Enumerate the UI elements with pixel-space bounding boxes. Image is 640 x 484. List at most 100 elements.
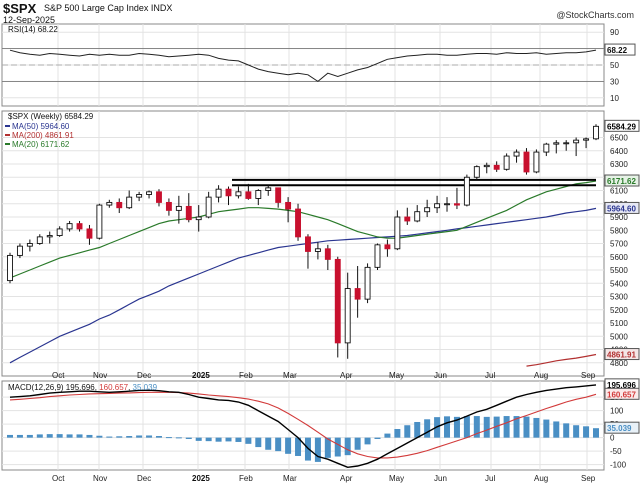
candle-body	[553, 142, 560, 145]
chart-date: 12-Sep-2025	[3, 15, 56, 25]
price-tick-label: 6400	[610, 147, 628, 156]
close-value-label: 6584.29	[607, 122, 636, 131]
macd-histogram-bar	[225, 437, 232, 442]
candle-body	[444, 203, 450, 206]
price-x-label: Sep	[581, 371, 596, 380]
candle-body	[66, 223, 73, 230]
candle-body	[165, 201, 172, 211]
price-title: $SPX (Weekly) 6584.29	[8, 112, 94, 121]
macd-tick-label: 100	[610, 407, 624, 416]
macd-value-label: 160.657	[607, 390, 636, 399]
candle-body	[146, 191, 153, 195]
macd-histogram-bar	[473, 416, 480, 438]
macd-title-part: 160.657	[99, 383, 128, 392]
macd-histogram-bar	[404, 425, 411, 438]
candle-body	[354, 288, 361, 300]
macd-histogram-bar	[374, 437, 381, 439]
ma20-value-box	[604, 174, 640, 187]
candle-body	[136, 194, 143, 198]
candle-body	[36, 236, 43, 244]
macd-x-label: Mar	[283, 474, 297, 483]
candle-body	[394, 216, 401, 250]
candle-body	[404, 216, 411, 222]
price-tick-label: 5700	[610, 240, 628, 249]
rsi-tick-label: 10	[610, 94, 619, 103]
macd-histogram-bar	[16, 434, 23, 438]
candle-body	[543, 143, 550, 153]
rsi-tick-label: 50	[610, 61, 619, 70]
candle-body	[26, 243, 33, 247]
price-x-label: Oct	[52, 371, 65, 380]
macd-histogram-bar	[136, 435, 143, 438]
price-x-label: May	[389, 371, 404, 380]
macd-value-label: 195.696	[607, 381, 636, 390]
macd-histogram-bar	[444, 416, 451, 438]
candle-body	[334, 258, 341, 344]
candle-body	[493, 164, 500, 170]
rsi-value-label: 68.22	[607, 46, 628, 55]
macd-histogram-bar	[593, 428, 599, 438]
candle-body	[314, 248, 321, 252]
macd-histogram-bar	[334, 437, 341, 457]
candle-body	[503, 155, 510, 170]
candle-body	[533, 151, 540, 173]
candle-body	[96, 204, 103, 239]
macd-x-label: Sep	[581, 474, 596, 483]
macd-histogram-bar	[543, 419, 550, 438]
price-x-label: Apr	[340, 371, 353, 380]
candle-body	[523, 151, 530, 173]
price-x-label: Jun	[434, 371, 447, 380]
macd-histogram-bar	[503, 416, 510, 438]
ma200-value-box	[604, 348, 640, 361]
candle-body	[593, 125, 599, 140]
rsi-tick-label: 90	[610, 28, 619, 37]
rsi-tick-label: 30	[610, 77, 619, 86]
macd-tick-label: 0	[610, 434, 615, 443]
candle-body	[424, 207, 431, 213]
macd-histogram-bar	[324, 437, 331, 458]
macd-histogram-bar	[275, 437, 282, 452]
macd-x-label: Aug	[534, 474, 548, 483]
candle-body	[434, 203, 441, 209]
macd-title: MACD(12,26,9) 195.696, 160.657, 35.039	[8, 383, 158, 392]
ma200-value-label: 4861.91	[607, 351, 636, 360]
ma-line	[9, 207, 597, 364]
stockcharts-credit: @StockCharts.com	[556, 10, 634, 20]
macd-x-label: Jun	[434, 474, 447, 483]
candle-body	[195, 216, 202, 221]
macd-histogram-bar	[295, 437, 302, 456]
macd-histogram-bar	[165, 437, 172, 439]
candle-body	[384, 244, 391, 250]
macd-histogram-bar	[235, 437, 242, 442]
candle-body	[285, 201, 292, 210]
candle-body	[245, 191, 252, 199]
macd-histogram-bar	[583, 426, 590, 438]
candle-body	[453, 203, 460, 206]
macd-line	[9, 391, 597, 459]
price-tick-label: 6300	[610, 160, 628, 169]
candle-body	[583, 138, 590, 141]
macd-tick-label: -100	[610, 461, 627, 470]
candle-body	[225, 188, 232, 197]
macd-value-box	[604, 387, 640, 400]
candle-body	[116, 201, 123, 209]
ma-line	[9, 180, 597, 279]
macd-x-label: 2025	[192, 474, 210, 483]
candle-body	[235, 191, 242, 197]
candle-body	[126, 196, 133, 209]
candle-body	[185, 205, 192, 221]
macd-histogram-bar	[175, 437, 182, 439]
macd-x-label: May	[389, 474, 404, 483]
macd-histogram-bar	[533, 417, 540, 438]
macd-title-part: 35.039	[133, 383, 158, 392]
macd-histogram-bar	[573, 425, 580, 438]
macd-histogram-bar	[245, 437, 252, 444]
macd-histogram-bar	[453, 416, 460, 438]
candle-body	[483, 164, 490, 168]
price-tick-label: 5000	[610, 332, 628, 341]
candle-body	[563, 142, 570, 145]
macd-histogram-bar	[36, 434, 43, 438]
macd-histogram-bar	[76, 434, 83, 438]
candle-body	[463, 176, 470, 206]
